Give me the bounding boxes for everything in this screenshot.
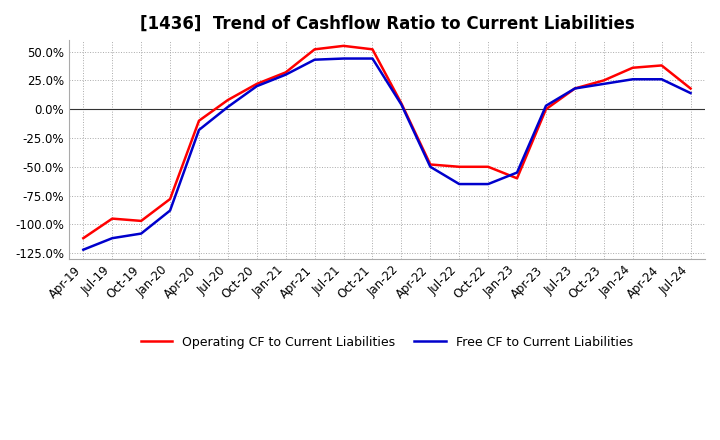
Operating CF to Current Liabilities — [570, 86, 579, 91]
Free CF to Current Liabilities — [513, 170, 521, 175]
Operating CF to Current Liabilities — [686, 86, 695, 91]
Operating CF to Current Liabilities — [629, 65, 637, 70]
Free CF to Current Liabilities — [629, 77, 637, 82]
Operating CF to Current Liabilities — [484, 164, 492, 169]
Free CF to Current Liabilities — [253, 84, 261, 89]
Title: [1436]  Trend of Cashflow Ratio to Current Liabilities: [1436] Trend of Cashflow Ratio to Curren… — [140, 15, 634, 33]
Operating CF to Current Liabilities — [224, 97, 233, 103]
Operating CF to Current Liabilities — [79, 235, 88, 241]
Free CF to Current Liabilities — [600, 81, 608, 87]
Free CF to Current Liabilities — [79, 247, 88, 252]
Free CF to Current Liabilities — [108, 235, 117, 241]
Operating CF to Current Liabilities — [339, 43, 348, 48]
Operating CF to Current Liabilities — [368, 47, 377, 52]
Operating CF to Current Liabilities — [253, 81, 261, 87]
Free CF to Current Liabilities — [224, 104, 233, 110]
Line: Operating CF to Current Liabilities: Operating CF to Current Liabilities — [84, 46, 690, 238]
Operating CF to Current Liabilities — [108, 216, 117, 221]
Operating CF to Current Liabilities — [194, 118, 203, 123]
Free CF to Current Liabilities — [541, 103, 550, 108]
Free CF to Current Liabilities — [310, 57, 319, 62]
Free CF to Current Liabilities — [282, 72, 290, 77]
Free CF to Current Liabilities — [686, 91, 695, 96]
Operating CF to Current Liabilities — [137, 218, 145, 224]
Operating CF to Current Liabilities — [166, 196, 174, 202]
Line: Free CF to Current Liabilities: Free CF to Current Liabilities — [84, 59, 690, 249]
Operating CF to Current Liabilities — [541, 106, 550, 112]
Free CF to Current Liabilities — [339, 56, 348, 61]
Operating CF to Current Liabilities — [310, 47, 319, 52]
Free CF to Current Liabilities — [194, 127, 203, 132]
Free CF to Current Liabilities — [657, 77, 666, 82]
Operating CF to Current Liabilities — [282, 70, 290, 75]
Free CF to Current Liabilities — [137, 231, 145, 236]
Operating CF to Current Liabilities — [513, 176, 521, 181]
Operating CF to Current Liabilities — [397, 101, 405, 106]
Free CF to Current Liabilities — [426, 164, 435, 169]
Free CF to Current Liabilities — [484, 181, 492, 187]
Free CF to Current Liabilities — [397, 102, 405, 107]
Free CF to Current Liabilities — [166, 208, 174, 213]
Operating CF to Current Liabilities — [600, 78, 608, 83]
Free CF to Current Liabilities — [368, 56, 377, 61]
Operating CF to Current Liabilities — [657, 63, 666, 68]
Free CF to Current Liabilities — [455, 181, 464, 187]
Operating CF to Current Liabilities — [455, 164, 464, 169]
Legend: Operating CF to Current Liabilities, Free CF to Current Liabilities: Operating CF to Current Liabilities, Fre… — [136, 331, 638, 354]
Free CF to Current Liabilities — [570, 86, 579, 91]
Operating CF to Current Liabilities — [426, 162, 435, 167]
